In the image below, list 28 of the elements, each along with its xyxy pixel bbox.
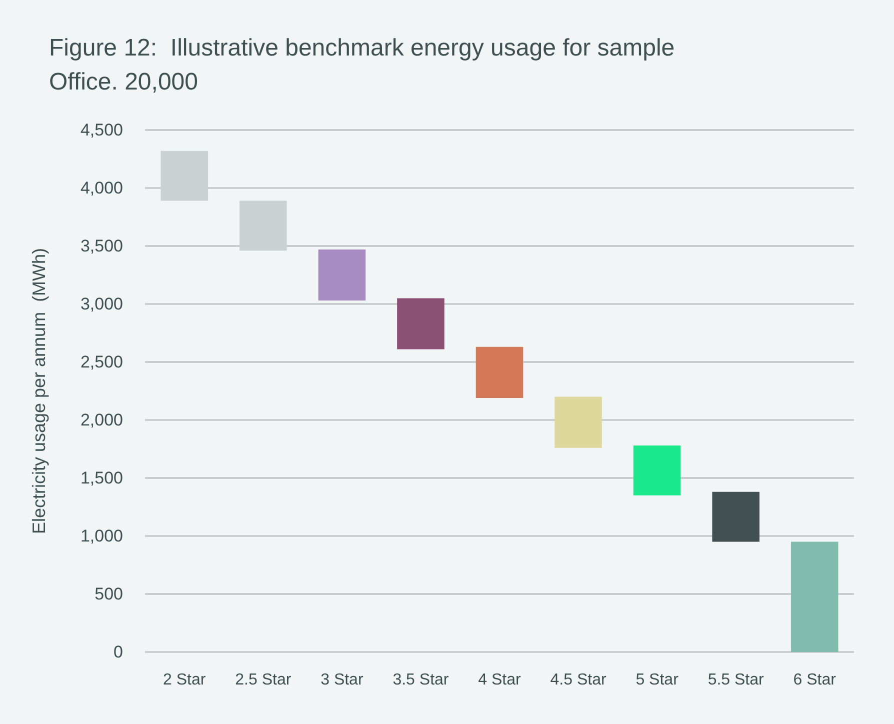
y-axis-title: Electricity usage per annum (MWh): [29, 248, 49, 534]
bar: [554, 396, 602, 448]
x-tick-label: 4 Star: [478, 672, 522, 688]
y-tick-label: 4,500: [80, 120, 123, 140]
bar: [476, 346, 524, 398]
y-tick-label: 1,000: [80, 526, 123, 546]
bar: [397, 298, 444, 350]
x-tick-label: 5.5 Star: [708, 672, 765, 688]
y-tick-label: 500: [94, 584, 123, 604]
bar: [790, 542, 838, 652]
y-tick-label: 1,500: [80, 468, 123, 488]
x-tick-label: 3 Star: [320, 672, 364, 688]
x-tick-label: 2.5 Star: [235, 672, 292, 688]
y-tick-label: 3,500: [80, 236, 123, 256]
bar: [633, 446, 681, 496]
chart-title: Figure 12: Illustrative benchmark energy usage for sample Office. 20,000: [49, 34, 682, 96]
y-tick-label: 0: [114, 642, 123, 662]
bar: [712, 492, 760, 542]
x-tick-label: 2 Star: [163, 672, 206, 688]
x-tick-label: 3.5 Star: [392, 672, 450, 688]
x-tick-label: 6 Star: [793, 672, 837, 688]
y-tick-label: 3,000: [80, 294, 123, 314]
y-tick-label: 2,500: [80, 352, 123, 372]
bar: [318, 249, 366, 301]
y-tick-label: 2,000: [80, 410, 123, 430]
x-tick-label: 4.5 Star: [550, 672, 607, 688]
y-tick-label: 4,000: [80, 178, 123, 198]
x-tick-label: 5 Star: [636, 672, 680, 688]
